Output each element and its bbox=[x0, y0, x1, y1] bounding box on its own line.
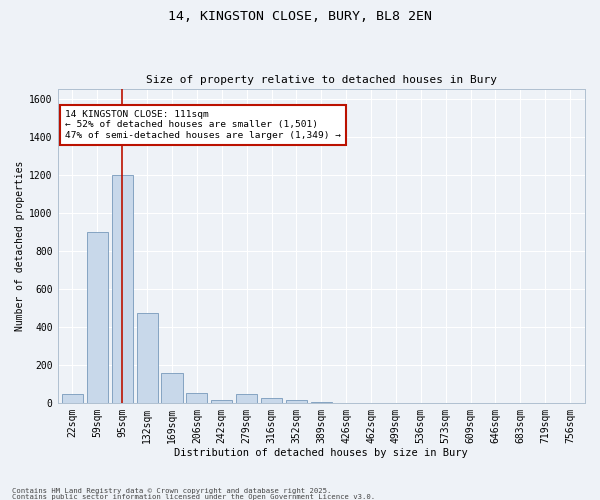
Bar bbox=[112, 174, 133, 403]
Bar bbox=[311, 402, 332, 403]
Title: Size of property relative to detached houses in Bury: Size of property relative to detached ho… bbox=[146, 76, 497, 86]
X-axis label: Distribution of detached houses by size in Bury: Distribution of detached houses by size … bbox=[175, 448, 468, 458]
Bar bbox=[87, 232, 108, 403]
Y-axis label: Number of detached properties: Number of detached properties bbox=[15, 161, 25, 332]
Bar bbox=[236, 394, 257, 403]
Bar bbox=[137, 313, 158, 403]
Bar bbox=[261, 398, 282, 403]
Text: Contains public sector information licensed under the Open Government Licence v3: Contains public sector information licen… bbox=[12, 494, 375, 500]
Bar bbox=[211, 400, 232, 403]
Text: 14, KINGSTON CLOSE, BURY, BL8 2EN: 14, KINGSTON CLOSE, BURY, BL8 2EN bbox=[168, 10, 432, 23]
Bar bbox=[286, 400, 307, 403]
Bar bbox=[186, 393, 208, 403]
Bar bbox=[161, 373, 182, 403]
Text: 14 KINGSTON CLOSE: 111sqm
← 52% of detached houses are smaller (1,501)
47% of se: 14 KINGSTON CLOSE: 111sqm ← 52% of detac… bbox=[65, 110, 341, 140]
Text: Contains HM Land Registry data © Crown copyright and database right 2025.: Contains HM Land Registry data © Crown c… bbox=[12, 488, 331, 494]
Bar bbox=[62, 394, 83, 403]
